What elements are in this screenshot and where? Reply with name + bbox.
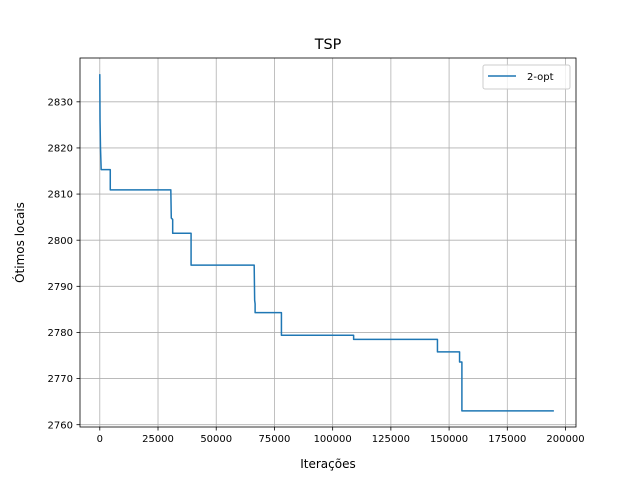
ticks: 0 25000 50000 75000 100000 125000 150000 175000… [48, 97, 585, 445]
y-tick-label: 2810 [48, 190, 73, 201]
y-tick-label: 2830 [48, 97, 73, 108]
series-layer [99, 74, 554, 412]
grid [80, 58, 576, 427]
x-tick-label: 50000 [200, 434, 232, 445]
y-tick-label: 2800 [48, 236, 73, 247]
x-tick-label: 25000 [142, 434, 174, 445]
y-tick-label: 2780 [48, 328, 73, 339]
legend-box [482, 64, 571, 90]
legend: 2-opt [482, 64, 571, 90]
legend-label: 2-opt [527, 72, 554, 83]
x-tick-label: 175000 [488, 434, 526, 445]
y-tick-label: 2790 [48, 282, 73, 293]
chart-title: TSP [314, 37, 342, 53]
y-axis-label: Ótimos locais [12, 202, 27, 283]
y-tick-label: 2760 [48, 420, 73, 431]
y-tick-label: 2820 [48, 144, 73, 155]
x-tick-label: 150000 [430, 434, 468, 445]
plot-frame [79, 57, 577, 428]
x-tick-label: 100000 [314, 434, 352, 445]
x-axis-label: Iterações [300, 457, 356, 471]
x-tick-label: 75000 [259, 434, 291, 445]
y-tick-label: 2770 [48, 374, 73, 385]
x-tick-label: 0 [97, 434, 103, 445]
x-tick-label: 125000 [372, 434, 410, 445]
x-tick-label: 200000 [546, 434, 584, 445]
series-line-2-opt [99, 74, 554, 412]
